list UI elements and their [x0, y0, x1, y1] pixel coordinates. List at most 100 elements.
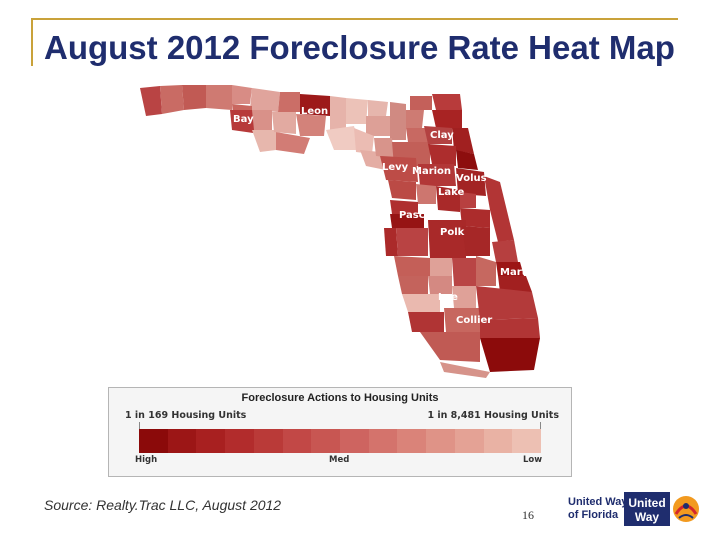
legend-swatch-6 — [311, 429, 341, 453]
county-lee — [408, 312, 444, 332]
county-label-collier: Collier — [456, 315, 492, 326]
map-legend: Foreclosure Actions to Housing Units 1 i… — [108, 387, 572, 477]
county-hernando — [390, 200, 418, 214]
county-bradford — [406, 128, 428, 142]
legend-swatch-2 — [196, 429, 226, 453]
legend-low-rate-label: 1 in 8,481 Housing Units — [427, 410, 559, 421]
legend-swatch-13 — [512, 429, 542, 453]
legend-swatch-8 — [368, 429, 398, 453]
county-flagler — [456, 150, 478, 170]
county-holmes — [232, 85, 252, 104]
county-walton — [206, 85, 232, 110]
county-gulf — [252, 130, 278, 152]
county-pasco — [390, 214, 424, 228]
legend-swatch-0 — [139, 429, 168, 453]
county-label-marion: Marion — [412, 166, 451, 177]
county-santa-rosa — [160, 85, 184, 114]
county-union — [406, 110, 424, 128]
county-label-leon: Leon — [301, 106, 328, 117]
county-broward — [480, 318, 540, 338]
legend-swatch-5 — [282, 429, 312, 453]
legend-swatch-9 — [397, 429, 427, 453]
county-st-lucie — [496, 262, 524, 276]
county-marion — [418, 164, 456, 186]
legend-swatch-1 — [167, 429, 197, 453]
county-citrus — [388, 180, 416, 200]
county-manatee — [394, 256, 430, 276]
county-putnam — [428, 144, 456, 166]
county-shapes — [140, 85, 540, 378]
united-way-logo: United Way — [624, 492, 699, 526]
legend-color-scale — [139, 429, 542, 453]
county-charlotte — [402, 294, 440, 312]
county-sumter — [416, 184, 436, 204]
organization-line-1: United Way — [568, 496, 628, 508]
county-taylor — [326, 126, 360, 150]
svg-text:United: United — [628, 496, 665, 510]
county-st-johns — [452, 128, 474, 154]
county-baker — [410, 96, 432, 110]
legend-tick-left — [139, 422, 140, 430]
county-volusia — [456, 168, 486, 196]
organization-name: United Way of Florida — [568, 496, 628, 522]
county-madison — [346, 98, 368, 124]
county-polk — [428, 220, 466, 258]
florida-county-map: Bay Leon Clay Levy Marion Volus Lake Pas… — [140, 85, 540, 378]
page-number: 16 — [522, 508, 534, 522]
source-citation: Source: Realty.Trac LLC, August 2012 — [44, 497, 282, 513]
county-okeechobee — [476, 256, 496, 286]
county-seminole — [460, 192, 476, 208]
county-columbia — [390, 102, 406, 140]
county-levy — [380, 156, 418, 182]
county-sarasota — [398, 276, 428, 294]
county-glades — [452, 286, 476, 308]
legend-tick-right — [540, 422, 541, 430]
county-indian-river — [492, 240, 518, 262]
county-hendry — [444, 308, 480, 332]
county-jefferson — [330, 96, 346, 130]
county-orange — [460, 208, 490, 228]
county-pinellas — [384, 228, 398, 256]
title-frame-left — [31, 18, 33, 66]
county-bay — [230, 110, 260, 134]
county-calhoun — [252, 110, 272, 130]
county-label-martin: Martin — [500, 267, 537, 278]
county-desoto — [428, 276, 452, 294]
county-label-clay: Clay — [430, 130, 454, 141]
scale-label-high: High — [135, 455, 158, 465]
legend-swatch-3 — [225, 429, 254, 453]
county-label-pasco: Pasco — [399, 210, 432, 221]
county-label-bay: Bay — [233, 114, 254, 125]
county-brevard — [484, 176, 514, 242]
county-miami-dade — [480, 338, 540, 372]
legend-swatch-7 — [340, 429, 369, 453]
county-highlands — [452, 258, 476, 286]
legend-swatch-11 — [454, 429, 484, 453]
county-collier — [420, 332, 480, 362]
county-label-lee: Lee — [438, 292, 458, 303]
county-nassau — [432, 94, 462, 110]
county-gadsden — [278, 92, 300, 112]
county-hardee — [430, 258, 452, 276]
county-escambia — [140, 86, 162, 116]
slide-title: August 2012 Foreclosure Rate Heat Map — [44, 29, 675, 66]
legend-title: Foreclosure Actions to Housing Units — [241, 392, 439, 404]
county-clay — [424, 126, 452, 144]
legend-swatch-4 — [253, 429, 283, 453]
county-jackson — [250, 88, 280, 112]
title-frame-top — [33, 18, 678, 20]
county-okaloosa — [182, 85, 206, 110]
county-liberty — [272, 112, 296, 134]
county-duval — [432, 110, 462, 128]
county-hamilton — [368, 100, 388, 116]
county-lake — [436, 186, 460, 212]
county-suwannee — [366, 116, 390, 136]
legend-high-rate-label: 1 in 169 Housing Units — [125, 410, 247, 421]
county-lafayette — [354, 128, 374, 154]
county-gilchrist — [374, 138, 394, 158]
svg-text:Way: Way — [635, 510, 660, 524]
county-hillsborough — [396, 228, 428, 256]
county-label-volusia: Volus — [456, 173, 487, 184]
county-franklin — [276, 132, 310, 154]
legend-scale-labels: High Med Low — [135, 455, 545, 467]
